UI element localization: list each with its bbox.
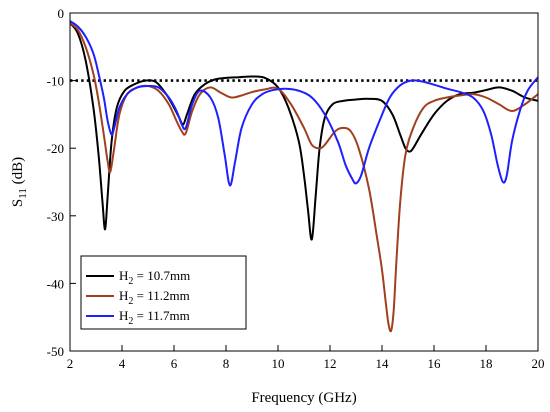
x-tick-label: 10 bbox=[272, 356, 285, 371]
y-tick-label: -20 bbox=[47, 141, 64, 156]
legend-label-1: H2 = 10.7mm bbox=[119, 268, 190, 287]
plot-frame bbox=[69, 12, 539, 352]
y-axis-title-unit: (dB) bbox=[10, 157, 26, 188]
y-tick-label: -10 bbox=[47, 74, 64, 89]
y-tick-label: -40 bbox=[47, 276, 64, 291]
x-tick-label: 18 bbox=[480, 356, 493, 371]
x-tick-label: 16 bbox=[428, 356, 442, 371]
x-axis-title: Frequency (GHz) bbox=[251, 390, 356, 406]
x-tick-label: 4 bbox=[119, 356, 126, 371]
y-tick-label: 0 bbox=[58, 6, 65, 21]
x-tick-label: 8 bbox=[223, 356, 230, 371]
series-line-2 bbox=[70, 22, 538, 333]
y-tick-label: -30 bbox=[47, 209, 64, 224]
x-tick-label: 2 bbox=[67, 356, 74, 371]
legend-label-2: H2 = 11.2mm bbox=[119, 288, 190, 307]
x-tick-label: 20 bbox=[532, 356, 545, 371]
x-tick-label: 14 bbox=[376, 356, 390, 371]
y-axis-title: S11 (dB) bbox=[10, 157, 29, 207]
series-line-1 bbox=[70, 22, 538, 241]
x-tick-label: 12 bbox=[324, 356, 337, 371]
x-tick-label: 6 bbox=[171, 356, 178, 371]
legend-label-3: H2 = 11.7mm bbox=[119, 308, 190, 327]
y-axis-title-main: S bbox=[10, 199, 26, 207]
y-tick-label: -50 bbox=[47, 344, 64, 359]
series-line-3 bbox=[70, 20, 538, 187]
y-axis-title-subscript: 11 bbox=[17, 188, 29, 199]
